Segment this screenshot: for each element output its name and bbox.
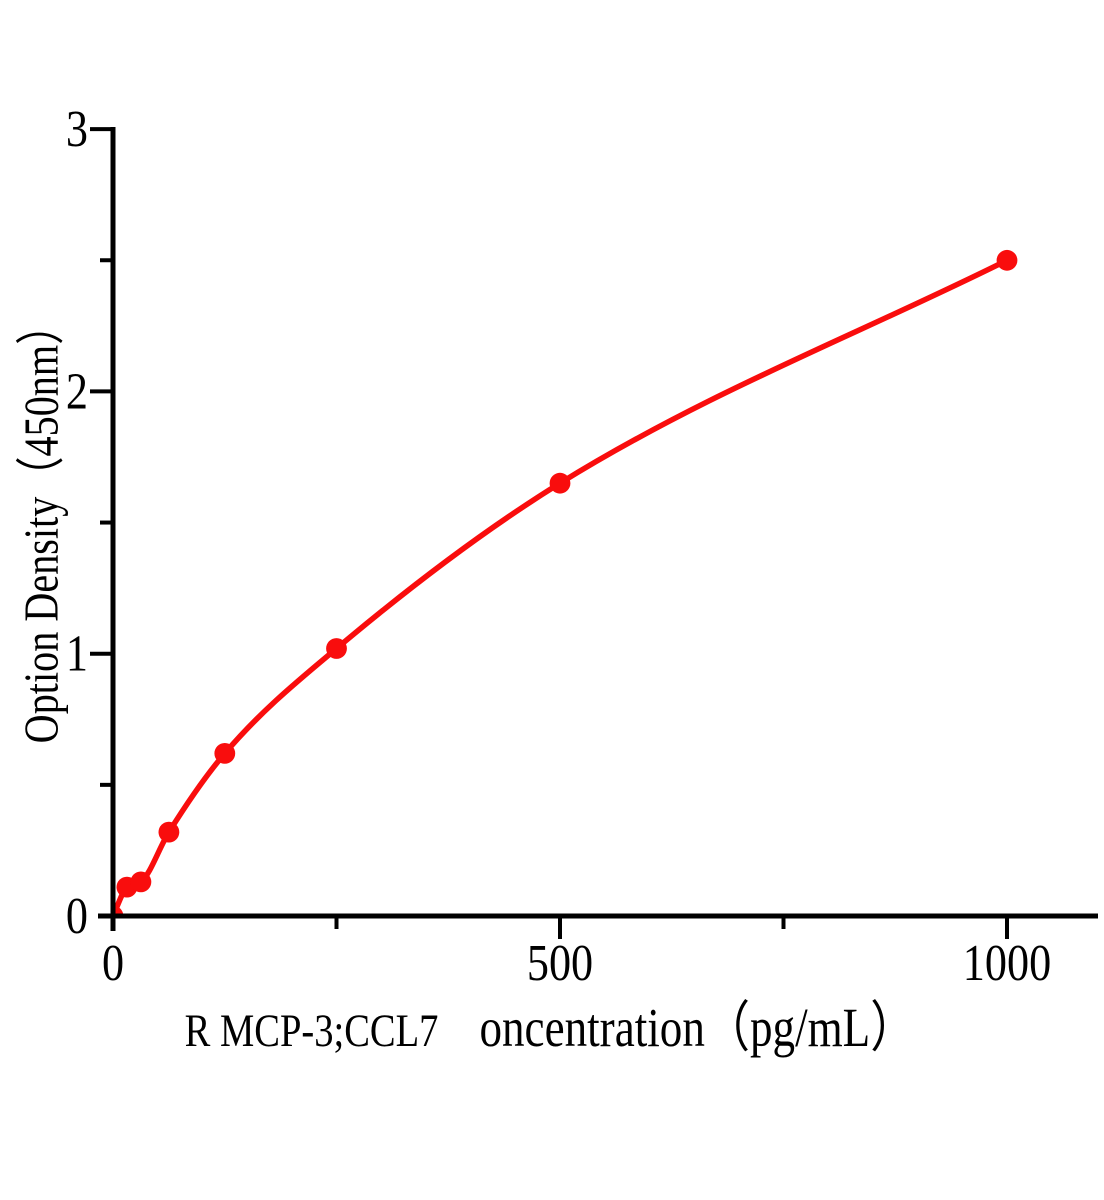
data-point-marker <box>214 743 236 764</box>
y-tick-label: 3 <box>66 101 88 158</box>
standard-curve-line <box>113 257 1009 916</box>
series-group <box>113 249 1018 916</box>
y-tick-label: 1 <box>66 625 88 682</box>
x-tick-label: 0 <box>102 935 124 992</box>
data-point-marker <box>130 871 152 893</box>
data-point-marker <box>996 249 1018 271</box>
x-axis-title: R MCP-3;CCL7 oncentration（pg/mL） <box>185 996 916 1059</box>
x-axis-title-concentration: oncentration（pg/mL） <box>479 997 916 1058</box>
x-tick-label: 1000 <box>963 935 1051 992</box>
y-tick-label: 2 <box>66 363 88 420</box>
y-tick-label: 0 <box>66 888 88 945</box>
y-axis-title: Option Density（450nm） <box>13 304 69 744</box>
data-point-marker <box>326 638 347 659</box>
data-point-marker <box>158 821 180 843</box>
data-point-marker <box>113 905 124 916</box>
x-axis-title-analyte: R MCP-3;CCL7 <box>184 1005 439 1057</box>
data-point-marker <box>549 472 571 494</box>
x-tick-label: 500 <box>527 935 593 992</box>
